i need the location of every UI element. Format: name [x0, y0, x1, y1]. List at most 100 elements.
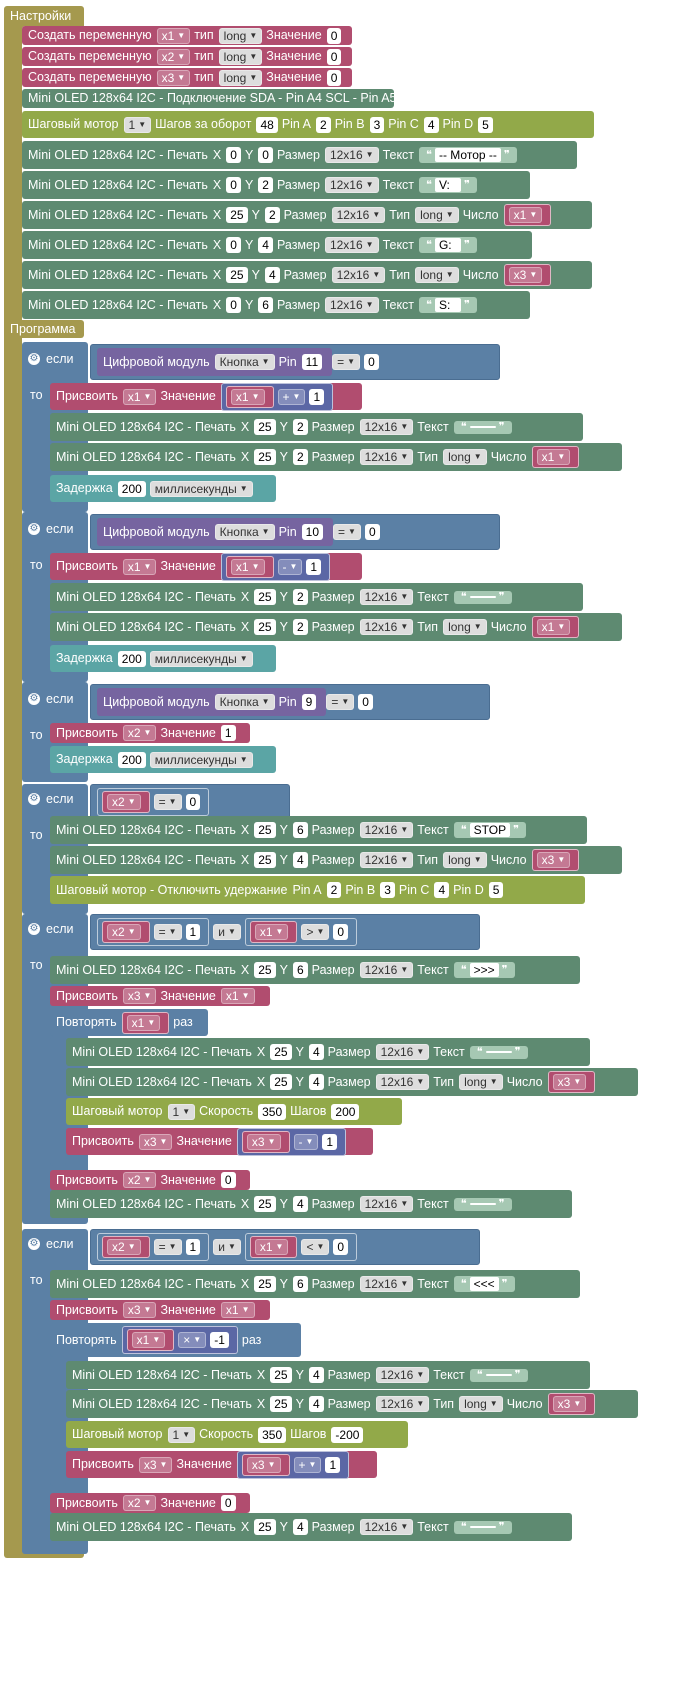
dropdown[interactable]: 12x16 ▼ — [359, 589, 414, 605]
digital-read-block[interactable]: Цифровой модуль Кнопка ▼ Pin 11 — [97, 348, 333, 376]
dropdown[interactable]: 12x16 ▼ — [331, 207, 386, 223]
number-input[interactable]: 1 — [309, 388, 325, 405]
dropdown[interactable]: - ▼ — [293, 1133, 319, 1150]
number-input[interactable]: 25 — [270, 1396, 292, 1412]
dropdown[interactable]: x1 ▼ — [230, 388, 265, 405]
variable-block[interactable]: x1 ▼ — [225, 555, 274, 578]
dropdown[interactable]: < ▼ — [301, 1239, 330, 1255]
number-input[interactable]: 4 — [292, 1196, 308, 1212]
variable-block[interactable]: x3 ▼ — [531, 849, 580, 871]
number-input[interactable]: 6 — [292, 962, 308, 978]
block-delay[interactable]: Задержка 200 миллисекунды ▼ — [50, 475, 276, 502]
text-field[interactable]: ❝ G: ❞ — [419, 237, 477, 253]
dropdown[interactable]: long ▼ — [443, 449, 487, 465]
block-var[interactable]: Создать переменную x1 ▼ тип long ▼ Значение 0 — [22, 26, 352, 45]
dropdown[interactable]: x1 ▼ — [126, 1014, 161, 1031]
block-var[interactable]: Присвоить x1 ▼ Значение x1 ▼ + ▼ 1 — [50, 382, 362, 411]
text-field[interactable]: ❝ STOP ❞ — [453, 822, 527, 838]
number-input[interactable]: 0 — [333, 1239, 349, 1255]
number-input[interactable]: 6 — [258, 297, 273, 313]
block-delay[interactable]: Задержка 200 миллисекунды ▼ — [50, 645, 276, 672]
dropdown[interactable]: x2 ▼ — [122, 1495, 157, 1511]
dropdown[interactable]: - ▼ — [277, 558, 303, 575]
dropdown[interactable]: x1 ▼ — [230, 558, 265, 575]
dropdown[interactable]: 12x16 ▼ — [331, 267, 386, 283]
text-field[interactable]: ❝ V: ❞ — [419, 177, 477, 193]
number-input[interactable]: 0 — [364, 354, 379, 370]
dropdown[interactable]: миллисекунды ▼ — [149, 650, 253, 667]
number-input[interactable]: 25 — [254, 1519, 276, 1535]
dropdown[interactable]: 12x16 ▼ — [359, 1196, 414, 1212]
block-ctrl[interactable]: Повторять x1 ▼ × ▼ -1 раз — [50, 1323, 301, 1357]
dropdown[interactable]: = ▼ — [153, 924, 182, 940]
dropdown[interactable]: x2 ▼ — [107, 1239, 141, 1255]
block-oled[interactable]: Mini OLED 128x64 I2C - Печать X 25 Y 2 Размер… — [50, 583, 583, 611]
number-input[interactable]: 4 — [258, 237, 273, 253]
dropdown[interactable]: 12x16 ▼ — [359, 852, 414, 868]
dropdown[interactable]: Кнопка ▼ — [214, 524, 275, 540]
number-input[interactable]: 4 — [292, 1519, 308, 1535]
dropdown[interactable]: 12x16 ▼ — [324, 237, 379, 253]
number-input[interactable]: 2 — [326, 882, 342, 898]
number-input[interactable]: 200 — [117, 751, 146, 768]
dropdown[interactable]: 12x16 ▼ — [359, 962, 414, 978]
number-input[interactable]: 25 — [270, 1044, 292, 1060]
block-oled[interactable]: Mini OLED 128x64 I2C - Печать X 25 Y 6 Размер… — [50, 816, 587, 844]
number-input[interactable]: 0 — [326, 27, 342, 44]
compare-block[interactable]: x2 ▼ = ▼ 1 — [97, 1233, 210, 1261]
dropdown[interactable]: 12x16 ▼ — [359, 419, 414, 435]
dropdown[interactable]: x2 ▼ — [107, 794, 141, 810]
dropdown[interactable]: x1 ▼ — [508, 207, 543, 223]
variable-block[interactable]: x1 ▼ — [531, 616, 580, 638]
block-oled[interactable]: Mini OLED 128x64 I2C - Печать X 0 Y 6 Размер 1… — [22, 291, 530, 319]
number-input[interactable]: 2 — [258, 177, 273, 193]
number-input[interactable]: 5 — [478, 116, 493, 133]
dropdown[interactable]: long ▼ — [218, 27, 263, 44]
number-input[interactable]: 1 — [325, 1456, 341, 1473]
compare-block[interactable]: x2 ▼ = ▼ 1 — [97, 918, 210, 946]
dropdown[interactable]: 12x16 ▼ — [375, 1396, 430, 1412]
condition-block[interactable]: x2 ▼ = ▼ 1 и ▼ x1 ▼ > ▼ 0 — [90, 914, 480, 950]
variable-block[interactable]: x1 ▼ — [121, 1011, 170, 1034]
dropdown[interactable]: x3 ▼ — [552, 1074, 587, 1090]
dropdown[interactable]: = ▼ — [153, 794, 182, 810]
dropdown[interactable]: 12x16 ▼ — [324, 147, 379, 163]
compare-block[interactable]: x2 ▼ = ▼ 0 — [97, 788, 210, 816]
number-input[interactable]: 200 — [331, 1103, 360, 1120]
variable-block[interactable]: x1 ▼ — [225, 385, 274, 408]
dropdown[interactable]: = ▼ — [326, 694, 355, 710]
variable-block[interactable]: x3 ▼ — [547, 1393, 596, 1415]
number-input[interactable]: 25 — [254, 619, 276, 635]
block-oled[interactable]: Mini OLED 128x64 I2C - Печать X 25 Y 2 Размер… — [22, 201, 592, 229]
dropdown[interactable]: 12x16 ▼ — [359, 1276, 414, 1292]
dropdown[interactable]: x3 ▼ — [156, 69, 191, 86]
variable-block[interactable]: x1 ▼ — [249, 921, 298, 943]
number-input[interactable]: 1 — [306, 558, 322, 575]
number-input[interactable]: 0 — [326, 69, 342, 86]
number-input[interactable]: 200 — [117, 650, 146, 667]
variable-block[interactable]: x3 ▼ — [547, 1071, 596, 1093]
dropdown[interactable]: 1 ▼ — [167, 1103, 196, 1120]
text-field[interactable]: ❝ ❞ — [453, 1520, 512, 1534]
dropdown[interactable]: x2 ▼ — [122, 1172, 157, 1188]
block-oled[interactable]: Mini OLED 128x64 I2C - Подключение SDA -… — [22, 89, 397, 108]
block-var[interactable]: Создать переменную x3 ▼ тип long ▼ Значение 0 — [22, 68, 352, 87]
number-input[interactable]: 200 — [117, 480, 146, 497]
number-input[interactable]: 2 — [292, 589, 308, 605]
number-input[interactable]: 0 — [220, 1495, 236, 1511]
variable-block[interactable]: x1 ▼ — [531, 446, 580, 468]
gear-icon[interactable]: ⚙ — [28, 523, 40, 535]
block-var[interactable]: Создать переменную x2 ▼ тип long ▼ Значение 0 — [22, 47, 352, 66]
block-oled[interactable]: Mini OLED 128x64 I2C - Печать X 0 Y 2 Размер 1… — [22, 171, 530, 199]
text-field[interactable]: ❝ ❞ — [469, 1045, 528, 1059]
dropdown[interactable]: × ▼ — [178, 1332, 207, 1348]
digital-read-block[interactable]: Цифровой модуль Кнопка ▼ Pin 10 — [97, 518, 334, 546]
number-input[interactable]: 1 — [322, 1133, 338, 1150]
block-var[interactable]: Присвоить x2 ▼ Значение 1 — [50, 723, 250, 743]
dropdown[interactable]: long ▼ — [415, 207, 459, 223]
number-input[interactable]: -1 — [210, 1332, 229, 1348]
dropdown[interactable]: long ▼ — [459, 1074, 503, 1090]
number-input[interactable]: 25 — [226, 207, 248, 223]
block-var[interactable]: Присвоить x3 ▼ Значение x3 ▼ - ▼ 1 — [66, 1127, 373, 1156]
variable-block[interactable]: x2 ▼ — [102, 791, 150, 813]
